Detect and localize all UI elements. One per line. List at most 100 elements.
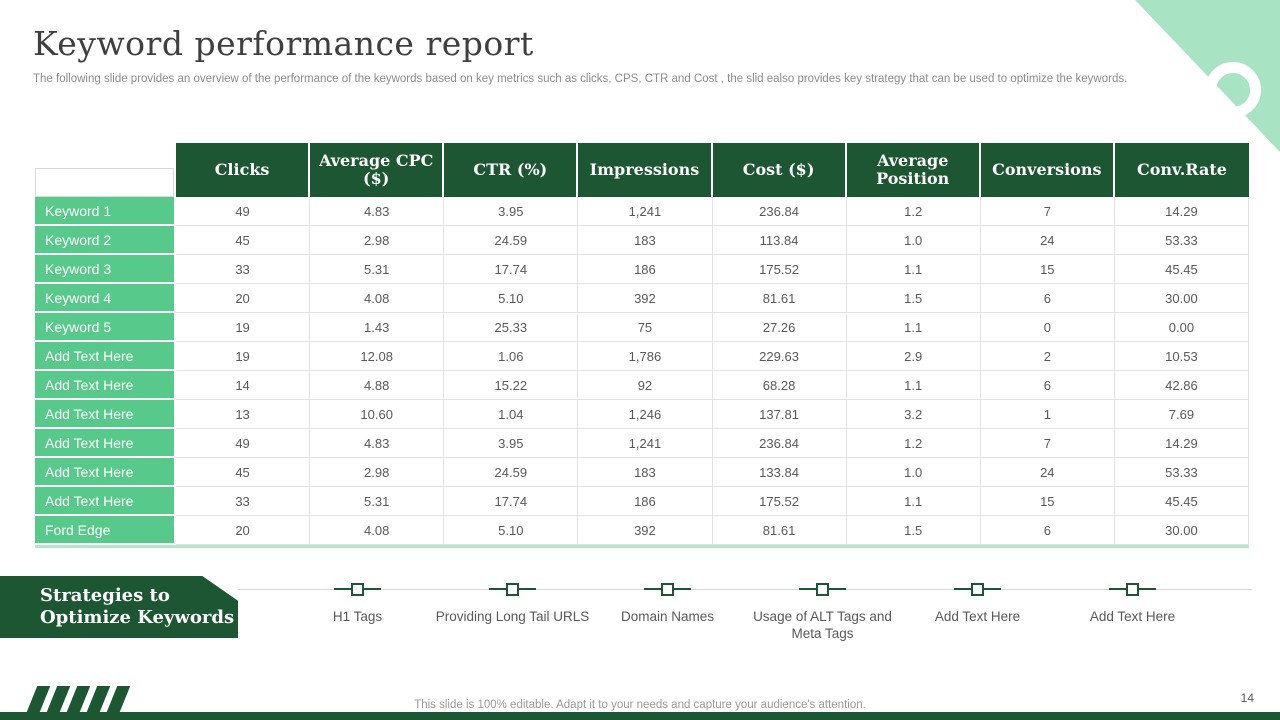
cell-conv-rate: 14.29 [1114, 197, 1249, 226]
cell-conv-rate: 14.29 [1114, 429, 1249, 458]
row-label-cell: Add Text Here [35, 487, 176, 516]
cell-clicks: 13 [176, 400, 311, 429]
footer-note: This slide is 100% editable. Adapt it to… [414, 699, 866, 711]
row-label-cell: Add Text Here [35, 400, 176, 429]
cell-impressions: 1,241 [578, 429, 713, 458]
strategy-item: Add Text Here [1055, 581, 1210, 642]
strategy-item: Domain Names [590, 581, 745, 642]
cell-clicks: 33 [176, 255, 311, 284]
cell-conv-rate: 10.53 [1114, 342, 1249, 371]
cell-cost: 236.84 [712, 197, 847, 226]
strategies-timeline [238, 589, 1252, 590]
cell-impressions: 75 [578, 313, 713, 342]
cell-cost: 137.81 [712, 400, 847, 429]
cell-ctr: 1.04 [444, 400, 579, 429]
cell-avg-position: 3.2 [846, 400, 981, 429]
timeline-marker-icon [799, 581, 846, 597]
cell-clicks: 14 [176, 371, 311, 400]
cell-ctr: 3.95 [444, 429, 579, 458]
bottom-accent-bar [0, 712, 1280, 720]
cell-cost: 68.28 [712, 371, 847, 400]
cell-avg-cpc: 1.43 [310, 313, 445, 342]
cell-avg-cpc: 12.08 [310, 342, 445, 371]
cell-avg-position: 1.5 [846, 284, 981, 313]
row-label-cell: Add Text Here [35, 458, 176, 487]
column-header: Average CPC ($) [310, 143, 445, 197]
cell-ctr: 1.06 [444, 342, 579, 371]
cell-clicks: 49 [176, 429, 311, 458]
strategies-title-box: Strategies to Optimize Keywords [0, 576, 238, 638]
cell-avg-cpc: 4.83 [310, 429, 445, 458]
cell-avg-position: 1.5 [846, 516, 981, 545]
cell-conversions: 24 [980, 226, 1115, 255]
cell-conversions: 6 [980, 284, 1115, 313]
row-label-cell: Keyword 4 [35, 284, 176, 313]
cell-conversions: 6 [980, 371, 1115, 400]
cell-impressions: 92 [578, 371, 713, 400]
strategy-item: Providing Long Tail URLS [435, 581, 590, 642]
row-label-cell: Keyword 2 [35, 226, 176, 255]
cell-impressions: 392 [578, 516, 713, 545]
cell-avg-position: 1.1 [846, 313, 981, 342]
cell-impressions: 183 [578, 458, 713, 487]
cell-ctr: 15.22 [444, 371, 579, 400]
strategy-item: H1 Tags [280, 581, 435, 642]
cell-avg-position: 1.2 [846, 429, 981, 458]
column-header: Cost ($) [712, 143, 847, 197]
row-label-cell: Keyword 3 [35, 255, 176, 284]
cell-avg-position: 1.2 [846, 197, 981, 226]
cell-impressions: 392 [578, 284, 713, 313]
cell-cost: 133.84 [712, 458, 847, 487]
strategy-label: Add Text Here [934, 609, 1021, 624]
column-header: CTR (%) [444, 143, 579, 197]
cell-conv-rate: 0.00 [1114, 313, 1249, 342]
cell-ctr: 5.10 [444, 516, 579, 545]
cell-avg-cpc: 2.98 [310, 458, 445, 487]
cell-conv-rate: 7.69 [1114, 400, 1249, 429]
cell-clicks: 20 [176, 516, 311, 545]
table-corner-cell [35, 143, 176, 197]
strategy-label: Add Text Here [1089, 609, 1176, 624]
column-header: Average Position [846, 143, 981, 197]
cell-cost: 229.63 [712, 342, 847, 371]
cell-clicks: 49 [176, 197, 311, 226]
strategy-label: Providing Long Tail URLS [435, 609, 590, 624]
strategy-label: Usage of ALT Tags and Meta Tags [753, 609, 892, 641]
cell-clicks: 19 [176, 313, 311, 342]
strategy-label: H1 Tags [332, 609, 383, 624]
cell-conversions: 0 [980, 313, 1115, 342]
cell-ctr: 24.59 [444, 226, 579, 255]
cell-impressions: 186 [578, 255, 713, 284]
cell-cost: 175.52 [712, 487, 847, 516]
cell-impressions: 1,246 [578, 400, 713, 429]
timeline-marker-icon [334, 581, 381, 597]
strategy-item: Add Text Here [900, 581, 1055, 642]
cell-impressions: 1,241 [578, 197, 713, 226]
cell-avg-position: 1.1 [846, 255, 981, 284]
cell-conv-rate: 45.45 [1114, 487, 1249, 516]
column-header: Impressions [578, 143, 713, 197]
cell-avg-position: 1.1 [846, 487, 981, 516]
cell-conversions: 1 [980, 400, 1115, 429]
cell-avg-cpc: 4.08 [310, 284, 445, 313]
cell-conversions: 2 [980, 342, 1115, 371]
cell-conv-rate: 30.00 [1114, 284, 1249, 313]
cell-avg-cpc: 4.88 [310, 371, 445, 400]
strategy-item: Usage of ALT Tags and Meta Tags [745, 581, 900, 642]
cell-conversions: 7 [980, 197, 1115, 226]
cell-cost: 175.52 [712, 255, 847, 284]
cell-avg-cpc: 4.83 [310, 197, 445, 226]
column-header: Conversions [980, 143, 1115, 197]
row-label-cell: Add Text Here [35, 429, 176, 458]
row-label-cell: Keyword 1 [35, 197, 176, 226]
keyword-performance-table: Clicks Average CPC ($) CTR (%) Impressions C… [35, 143, 1249, 548]
cell-conv-rate: 53.33 [1114, 458, 1249, 487]
timeline-marker-icon [644, 581, 691, 597]
strategies-items: H1 Tags Providing Long Tail URLS Domain … [280, 581, 1210, 642]
table-corner-box [35, 168, 174, 197]
page-number: 14 [1240, 691, 1254, 705]
timeline-marker-icon [1109, 581, 1156, 597]
cell-avg-cpc: 2.98 [310, 226, 445, 255]
cell-conversions: 15 [980, 487, 1115, 516]
row-label-cell: Keyword 5 [35, 313, 176, 342]
